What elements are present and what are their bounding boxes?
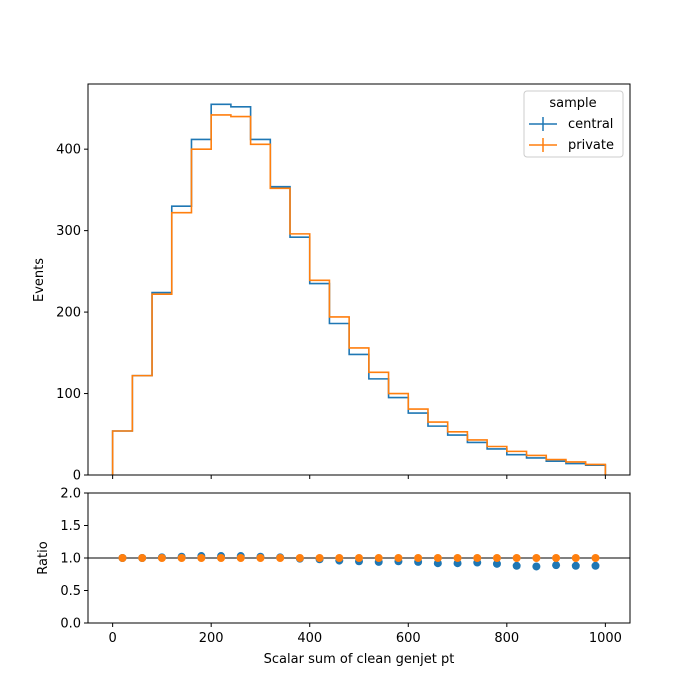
legend: sample central private bbox=[523, 90, 624, 158]
ratio-point-private bbox=[177, 554, 186, 562]
legend-label-central: central bbox=[568, 117, 613, 132]
ratio-point-private bbox=[433, 554, 442, 562]
main-y-tick-label: 200 bbox=[56, 306, 81, 321]
ratio-point-private bbox=[414, 554, 423, 562]
ratio-point-private bbox=[394, 554, 403, 562]
ratio-series-group bbox=[118, 552, 600, 571]
ratio-point-private bbox=[295, 554, 304, 562]
ratio-point-private bbox=[355, 554, 363, 562]
legend-label-private: private bbox=[568, 138, 614, 153]
ratio-frame bbox=[87, 492, 631, 624]
ratio-point-private bbox=[532, 554, 541, 562]
ratio-point-private bbox=[473, 554, 482, 562]
ratio-point-private bbox=[374, 554, 383, 562]
ratio-point-private bbox=[197, 554, 206, 562]
ratio-y-tick-label: 0.5 bbox=[60, 584, 81, 599]
main-series-group bbox=[111, 103, 607, 475]
ratio-point-private bbox=[552, 554, 561, 562]
x-tick-label: 0 bbox=[108, 631, 116, 646]
ratio-x-ticks: 0 200 400 600 800 1000 bbox=[108, 623, 622, 646]
x-tick-label: 600 bbox=[396, 631, 421, 646]
ratio-point-private bbox=[512, 554, 521, 562]
ratio-point-private bbox=[453, 554, 462, 562]
ratio-y-axis-label: Ratio bbox=[36, 541, 51, 574]
ratio-point-central bbox=[571, 561, 580, 570]
ratio-point-central bbox=[512, 561, 521, 570]
main-frame bbox=[87, 83, 631, 476]
main-y-tick-label: 0 bbox=[73, 469, 81, 484]
ratio-point-central bbox=[532, 562, 541, 571]
ratio-point-private bbox=[571, 554, 580, 562]
ratio-point-private bbox=[492, 554, 501, 562]
ratio-point-private bbox=[591, 554, 600, 562]
main-y-ticks: 0 100 200 300 400 bbox=[56, 143, 88, 484]
ratio-y-ticks: 0.0 0.5 1.0 1.5 2.0 bbox=[60, 487, 88, 632]
legend-box bbox=[523, 90, 624, 158]
main-y-axis-label: Events bbox=[32, 258, 47, 302]
ratio-point-private bbox=[256, 554, 265, 562]
ratio-point-central bbox=[591, 561, 600, 570]
x-tick-label: 800 bbox=[494, 631, 519, 646]
ratio-point-private bbox=[118, 554, 127, 562]
ratio-panel: 0.0 0.5 1.0 1.5 2.0 0 200 400 600 800 1000 Ratio bbox=[36, 487, 631, 646]
ratio-point-private bbox=[157, 554, 166, 562]
x-tick-label: 400 bbox=[297, 631, 322, 646]
ratio-point-private bbox=[315, 554, 324, 562]
legend-marker-central bbox=[529, 117, 557, 131]
ratio-y-tick-label: 0.0 bbox=[60, 617, 81, 632]
x-tick-label: 1000 bbox=[589, 631, 622, 646]
x-tick-label: 200 bbox=[199, 631, 224, 646]
ratio-y-tick-label: 1.5 bbox=[60, 519, 81, 534]
legend-title: sample bbox=[549, 96, 596, 111]
ratio-point-private bbox=[335, 554, 344, 562]
ratio-y-tick-label: 1.0 bbox=[60, 552, 81, 567]
ratio-point-private bbox=[236, 554, 245, 562]
ratio-point-private bbox=[138, 554, 147, 562]
x-axis-label: Scalar sum of clean genjet pt bbox=[264, 652, 455, 667]
legend-marker-private bbox=[529, 138, 557, 152]
ratio-point-central bbox=[492, 559, 501, 568]
ratio-y-tick-label: 2.0 bbox=[60, 487, 81, 502]
histogram-line-private bbox=[111, 114, 607, 475]
ratio-point-private bbox=[276, 554, 285, 562]
main-x-ticks bbox=[112, 475, 606, 479]
main-y-tick-label: 300 bbox=[56, 224, 81, 239]
ratio-point-private bbox=[217, 554, 226, 562]
ratio-point-central bbox=[552, 561, 561, 570]
main-y-tick-label: 100 bbox=[56, 387, 81, 402]
main-y-tick-label: 400 bbox=[56, 143, 81, 158]
